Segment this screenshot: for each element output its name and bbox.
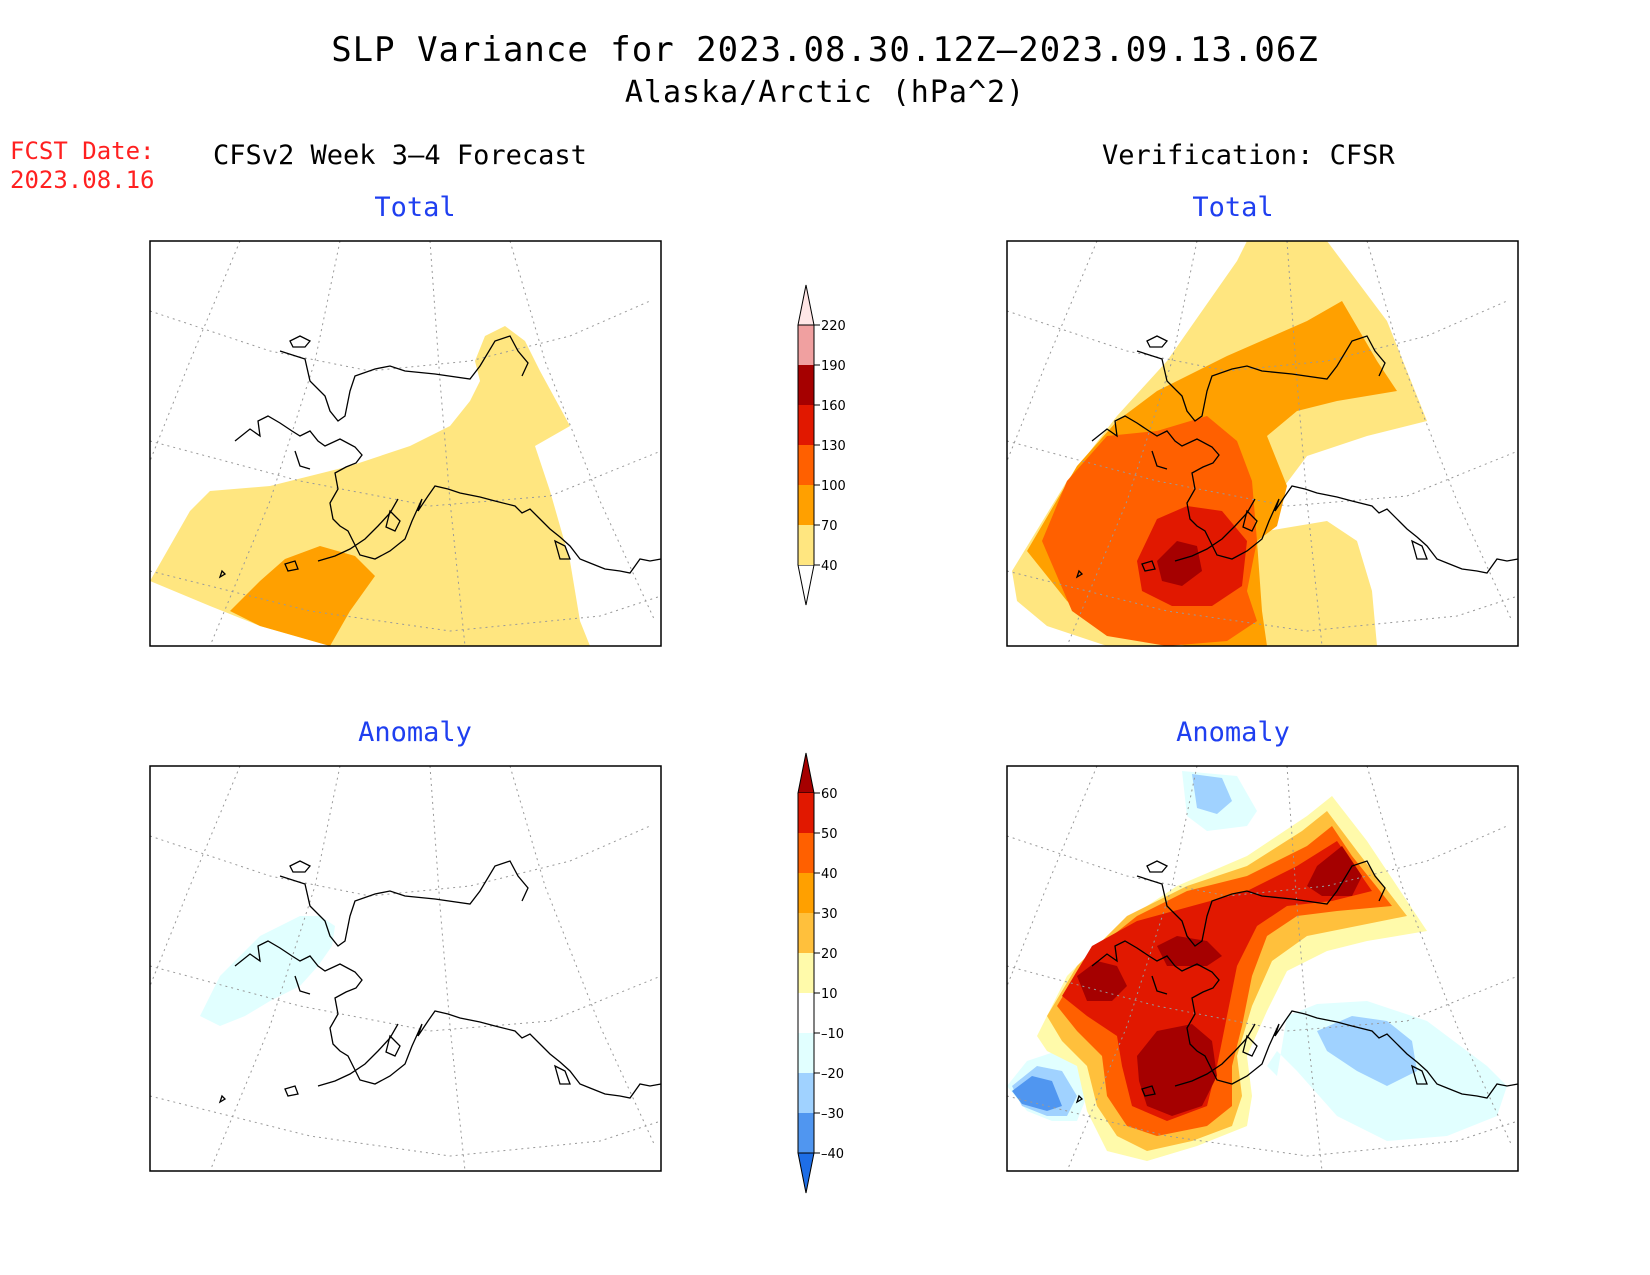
colorbar-tick-label: 70 bbox=[821, 519, 838, 534]
forecast-date-label: FCST Date: bbox=[10, 137, 155, 165]
contour-40-70 bbox=[150, 326, 590, 646]
colorbar-box bbox=[798, 873, 814, 913]
colorbar-tick-label: 220 bbox=[821, 319, 846, 334]
chart-title: SLP Variance for 2023.08.30.12Z–2023.09.… bbox=[331, 30, 1319, 70]
colorbar-anomaly: 60 50 40 30 20 10 –10 –20 –30 –40 bbox=[797, 752, 844, 1194]
colorbar-tick-label: 100 bbox=[821, 479, 846, 494]
forecast-total-subtitle: Total bbox=[374, 192, 456, 223]
colorbar-box bbox=[798, 485, 814, 525]
colorbar-box bbox=[798, 913, 814, 953]
contour-minus20-minus30 bbox=[1317, 1016, 1417, 1086]
colorbar-tick-label: 190 bbox=[821, 359, 846, 374]
forecast-anomaly-map bbox=[149, 765, 662, 1172]
map-frame bbox=[149, 765, 662, 1172]
colorbar-tick-label: 20 bbox=[821, 947, 838, 962]
colorbar-tick-label: 50 bbox=[821, 827, 838, 842]
chart-subtitle: Alaska/Arctic (hPa^2) bbox=[624, 75, 1026, 110]
colorbar-box bbox=[798, 365, 814, 405]
colorbar-box bbox=[798, 405, 814, 445]
colorbar-box bbox=[798, 833, 814, 873]
right-column-header: Verification: CFSR bbox=[1102, 140, 1395, 171]
contour-minus10-minus20 bbox=[200, 916, 335, 1026]
left-column-header: CFSv2 Week 3–4 Forecast bbox=[213, 140, 587, 171]
colorbar-tick-label: 40 bbox=[821, 559, 838, 574]
colorbar-box bbox=[798, 1033, 814, 1073]
contour-160-190 bbox=[1157, 541, 1202, 586]
contour-minus20-minus30 bbox=[1192, 774, 1232, 814]
forecast-total-map bbox=[149, 240, 662, 647]
colorbar-tick-label: 40 bbox=[821, 867, 838, 882]
colorbar-box bbox=[798, 1113, 814, 1153]
contour-40-50 bbox=[1062, 841, 1372, 1121]
colorbar-total: 40 70 100 130 160 190 220 bbox=[797, 284, 846, 606]
contour-50-60 bbox=[1137, 1024, 1217, 1116]
colorbar-tick-label: –30 bbox=[821, 1107, 844, 1122]
graticule bbox=[149, 765, 662, 1172]
forecast-date: FCST Date: 2023.08.16 bbox=[10, 137, 155, 195]
contour-50-60 bbox=[1157, 936, 1222, 966]
map-frame bbox=[1006, 240, 1519, 647]
colorbar-box bbox=[798, 325, 814, 365]
colorbar-tick-label: 130 bbox=[821, 439, 846, 454]
contour-50-60 bbox=[1307, 846, 1362, 896]
colorbar-tick-label: –40 bbox=[821, 1147, 844, 1162]
verification-total-subtitle: Total bbox=[1192, 192, 1274, 223]
forecast-date-value: 2023.08.16 bbox=[10, 166, 155, 194]
map-frame bbox=[149, 240, 662, 647]
colorbar-tick-label: –20 bbox=[821, 1067, 844, 1082]
map-frame bbox=[1006, 765, 1519, 1172]
colorbar-box bbox=[798, 1073, 814, 1113]
forecast-anomaly-subtitle: Anomaly bbox=[358, 717, 472, 748]
colorbar-lower-triangle bbox=[797, 564, 815, 606]
colorbar-box bbox=[798, 993, 814, 1033]
colorbar-tick-label: 160 bbox=[821, 399, 846, 414]
colorbar-box bbox=[798, 953, 814, 993]
colorbar-box bbox=[798, 793, 814, 833]
colorbar-tick-label: 30 bbox=[821, 907, 838, 922]
colorbar-upper-triangle bbox=[797, 752, 815, 794]
colorbar-upper-triangle bbox=[797, 284, 815, 326]
colorbar-tick-label: 60 bbox=[821, 787, 838, 802]
colorbar-box bbox=[798, 525, 814, 565]
contour-50-60 bbox=[1077, 961, 1127, 1001]
colorbar-tick-label: 10 bbox=[821, 987, 838, 1002]
verification-anomaly-subtitle: Anomaly bbox=[1176, 717, 1290, 748]
contour-70-100 bbox=[230, 546, 375, 646]
colorbar-tick-label: –10 bbox=[821, 1027, 844, 1042]
verification-total-map bbox=[1006, 240, 1519, 647]
colorbar-lower-triangle bbox=[797, 1152, 815, 1194]
verification-anomaly-map bbox=[1006, 765, 1519, 1172]
colorbar-box bbox=[798, 445, 814, 485]
contour-minus30-minus40 bbox=[1012, 1076, 1062, 1111]
